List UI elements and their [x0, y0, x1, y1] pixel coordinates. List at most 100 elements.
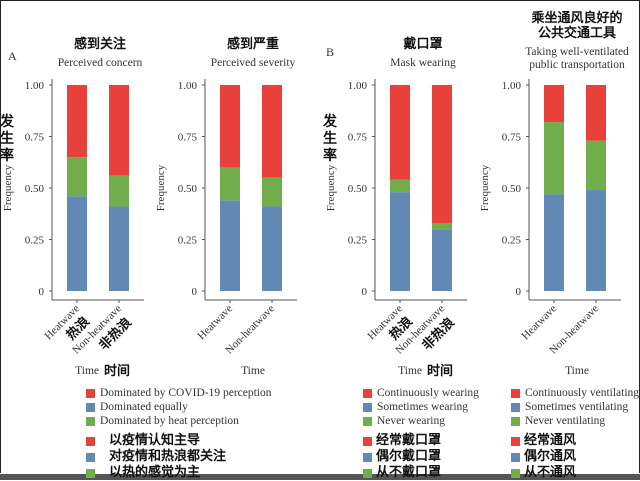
panel-title-en: Perceived severity	[211, 57, 296, 69]
y-tick-label: 0.75	[348, 132, 368, 144]
legend-swatch-green	[511, 416, 520, 426]
y-tick-label: 0.75	[25, 132, 45, 144]
bar-segment-red	[432, 85, 452, 224]
legend-item-zh: 偶尔戴口罩	[363, 449, 479, 465]
y-tick-label: 0.75	[502, 132, 522, 144]
y-tick-label: 1.00	[25, 80, 45, 92]
bar-segment-red	[67, 85, 87, 158]
panel-title-zh: 感到严重	[227, 36, 279, 52]
legend-swatch-red	[511, 388, 520, 398]
legend-label-zh: 经常通风	[524, 433, 577, 448]
legend-item-zh: 偶尔通风	[511, 449, 639, 465]
y-axis-label-zh: 发	[322, 113, 338, 130]
x-axis-label: Time	[75, 365, 99, 377]
legend-label-zh: 以热的感觉为主	[109, 465, 201, 480]
legend-item: Never wearing	[363, 414, 479, 428]
legend-swatch-red	[363, 436, 372, 446]
y-tick-label: 0.50	[348, 183, 368, 195]
panel-label-a: A	[8, 49, 17, 63]
legend-item-zh: 以热的感觉为主	[86, 465, 272, 481]
legend-item: Never ventilating	[511, 414, 639, 428]
legend-swatch-blue	[363, 452, 372, 462]
legend-label: Sometimes ventilating	[525, 401, 629, 413]
y-axis-label-zh: 发	[0, 113, 15, 130]
legend-label-zh: 偶尔戴口罩	[376, 449, 442, 464]
bar-segment-blue	[262, 206, 282, 291]
y-tick-label: 0	[192, 286, 198, 298]
y-axis-label-zh: 率	[0, 147, 14, 164]
bar-segment-green	[109, 175, 129, 207]
panel-label-b: B	[326, 45, 334, 59]
bar-segment-green	[586, 140, 606, 191]
legend-label: Continuously wearing	[377, 387, 479, 399]
y-axis-label: Frequency	[155, 164, 167, 211]
legend-item-zh: 以疫情认知主导	[86, 433, 272, 449]
legend-item: Continuously wearing	[363, 386, 479, 400]
bar-segment-blue	[544, 194, 564, 291]
bar-segment-blue	[109, 206, 129, 291]
legend-label: Dominated by COVID-19 perception	[100, 387, 272, 399]
y-axis-label-zh: 生	[0, 130, 14, 147]
chart-panel-1: 感到关注 Perceived concern 0 0.25 0.50 0.75 1.00 Fr…	[0, 36, 144, 379]
legend-label: Never wearing	[377, 415, 446, 427]
legend-swatch-green	[363, 468, 372, 478]
panel-title-en: Perceived concern	[58, 57, 143, 69]
panel-title-en: Mask wearing	[390, 57, 456, 69]
y-tick-label: 0.75	[178, 132, 198, 144]
panel-title-zh: 公共交通工具	[538, 25, 616, 41]
y-tick-label: 0.50	[502, 183, 522, 195]
x-tick-label: Heatwave	[196, 303, 236, 343]
x-axis-label: Time	[241, 365, 265, 377]
y-tick-label: 1.00	[178, 80, 198, 92]
bar-segment-blue	[67, 196, 87, 291]
legend-ventilation: Continuously ventilating Sometimes ventil…	[511, 386, 639, 481]
y-tick-label: 0	[362, 286, 368, 298]
legend-item-zh: 从不戴口罩	[363, 465, 479, 481]
bar-segment-blue	[586, 190, 606, 291]
bar-segment-green	[390, 179, 410, 193]
legend-swatch-red	[511, 436, 520, 446]
x-axis-label: Time	[398, 365, 422, 377]
legend-swatch-blue	[511, 452, 520, 462]
legend-swatch-green	[363, 416, 372, 426]
legend-item: Sometimes ventilating	[511, 400, 639, 414]
legend-label: Sometimes wearing	[377, 401, 469, 413]
legend-label-zh: 以疫情认知主导	[109, 433, 201, 448]
x-axis-label-zh: 时间	[104, 363, 130, 379]
legend-swatch-blue	[86, 452, 95, 462]
legend-item-zh: 经常戴口罩	[363, 433, 479, 449]
legend-label-zh: 从不戴口罩	[376, 465, 442, 480]
panel-title-en: Taking well-ventilated	[525, 46, 629, 58]
panel-title-zh: 乘坐通风良好的	[530, 10, 622, 26]
y-tick-label: 1.00	[348, 80, 368, 92]
y-tick-label: 0	[39, 286, 45, 298]
chart-panel-3: 戴口罩 Mask wearing 0 0.25 0.50 0.75 1.00 Frequenc…	[322, 36, 467, 379]
legend-label: Dominated equally	[100, 401, 188, 413]
bar-segment-red	[220, 85, 240, 168]
bar-segment-green	[220, 167, 240, 201]
bar-segment-green	[67, 157, 87, 197]
legend-swatch-red	[363, 388, 372, 398]
y-tick-label: 1.00	[502, 80, 522, 92]
legend-item: Dominated by heat perception	[86, 414, 272, 428]
bar-segment-green	[432, 223, 452, 230]
legend-swatch-red	[86, 436, 95, 446]
legend-label: Continuously ventilating	[525, 387, 640, 399]
y-axis-label-zh: 生	[323, 130, 337, 147]
y-axis-label: Frequency	[325, 164, 337, 211]
legend-label-zh: 对疫情和热浪都关注	[109, 449, 227, 464]
legend-label: Dominated by heat perception	[100, 415, 239, 427]
legend-label-zh: 经常戴口罩	[376, 433, 442, 448]
legend-perception: Dominated by COVID-19 perception Dominate…	[86, 386, 272, 481]
y-tick-label: 0.25	[502, 235, 522, 247]
y-axis-label: Frequency	[479, 164, 491, 211]
x-tick-label: Heatwave	[520, 303, 560, 343]
legend-label: Never ventilating	[525, 415, 606, 427]
y-axis-label: Frequency	[2, 164, 14, 211]
x-axis-label-zh: 时间	[427, 363, 453, 379]
legend-item-zh: 经常通风	[511, 433, 639, 449]
legend-item-zh: 从不通风	[511, 465, 639, 481]
x-axis-label: Time	[565, 365, 589, 377]
